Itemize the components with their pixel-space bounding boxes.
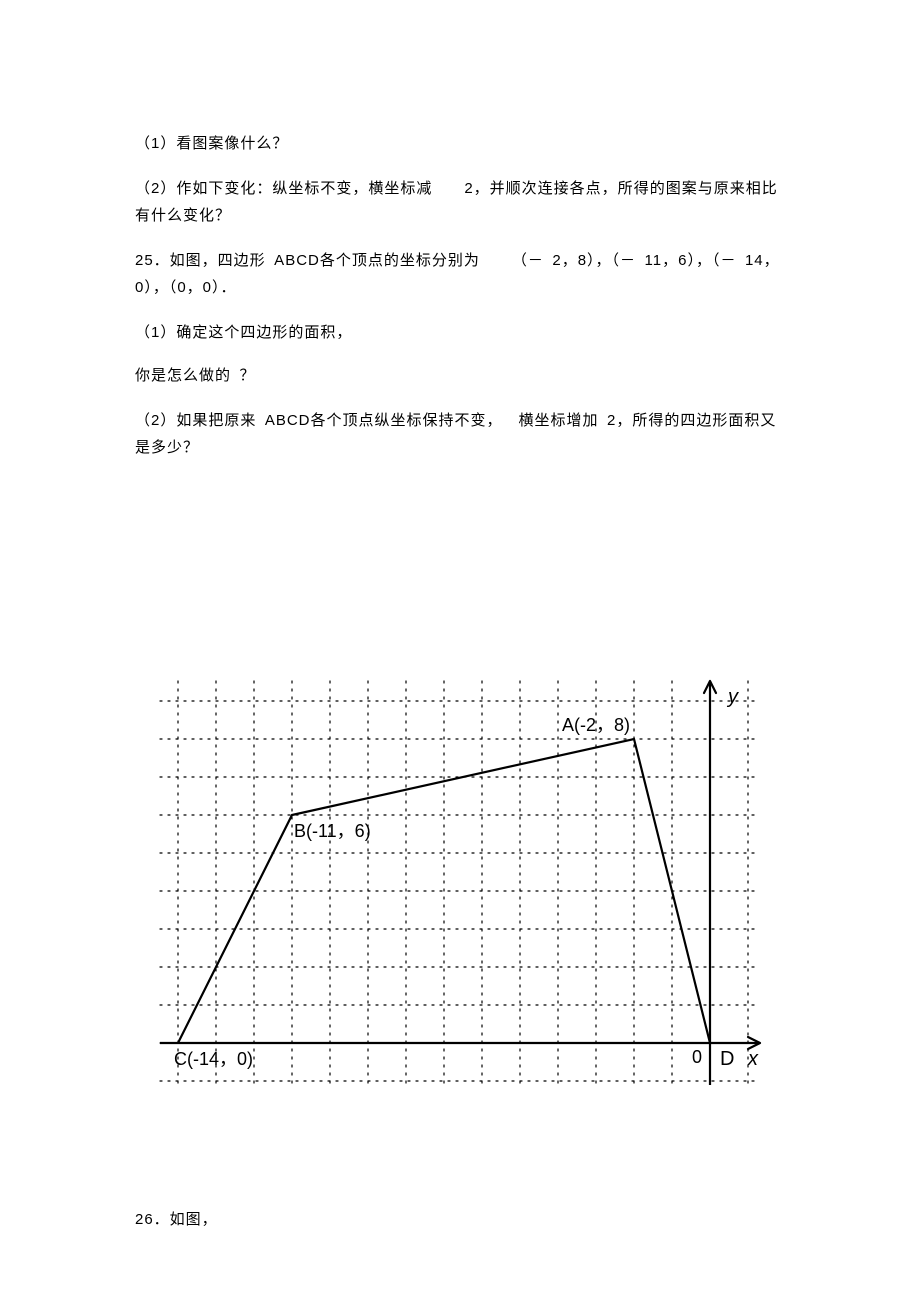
svg-text:y: y <box>726 686 739 708</box>
question-25-1a: （1）确定这个四边形的面积， <box>135 319 785 346</box>
svg-text:0: 0 <box>692 1047 702 1067</box>
svg-text:A(-2，8): A(-2，8) <box>562 715 630 735</box>
svg-text:x: x <box>747 1048 759 1070</box>
problem-25: 25．如图，四边形 ABCD各个顶点的坐标分别为 （－ 2，8），（－ 11，6… <box>135 247 785 301</box>
svg-text:C(-14，0): C(-14，0) <box>174 1049 253 1069</box>
svg-text:B(-11，6): B(-11，6) <box>294 821 371 841</box>
chart-svg: A(-2，8) B(-11，6) C(-14，0) 0Dy x <box>150 661 770 1111</box>
question-25-2: （2）如果把原来 ABCD各个顶点纵坐标保持不变， 横坐标增加 2，所得的四边形… <box>135 407 785 461</box>
question-25-1b: 你是怎么做的 ？ <box>135 362 785 389</box>
coordinate-chart: A(-2，8) B(-11，6) C(-14，0) 0Dy x <box>150 661 770 1116</box>
question-1: （1）看图案像什么？ <box>135 130 785 157</box>
page: （1）看图案像什么？ （2）作如下变化：纵坐标不变，横坐标减 2，并顺次连接各点… <box>0 0 920 1303</box>
question-2: （2）作如下变化：纵坐标不变，横坐标减 2，并顺次连接各点，所得的图案与原来相比… <box>135 175 785 229</box>
problem-26: 26．如图， <box>135 1206 785 1233</box>
svg-text:D: D <box>720 1048 734 1070</box>
